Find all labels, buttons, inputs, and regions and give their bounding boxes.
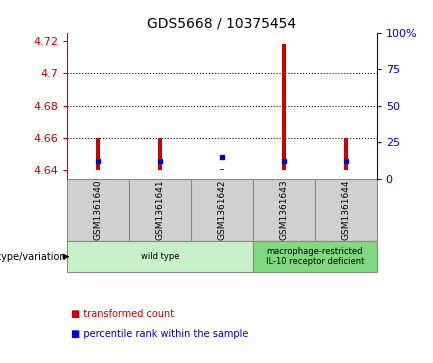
- Bar: [191, 179, 253, 241]
- Text: genotype/variation: genotype/variation: [0, 252, 66, 262]
- Text: GSM1361640: GSM1361640: [94, 179, 103, 240]
- Bar: [158, 138, 162, 170]
- Text: ■ percentile rank within the sample: ■ percentile rank within the sample: [71, 329, 249, 339]
- Bar: [253, 179, 315, 241]
- Bar: [96, 138, 100, 170]
- Text: GSM1361643: GSM1361643: [279, 179, 288, 240]
- Text: GSM1361641: GSM1361641: [155, 179, 165, 240]
- Bar: [281, 44, 286, 170]
- Text: macrophage-restricted
IL-10 receptor deficient: macrophage-restricted IL-10 receptor def…: [265, 247, 364, 266]
- Bar: [67, 179, 129, 241]
- Bar: [220, 169, 224, 170]
- Bar: [315, 179, 377, 241]
- Bar: [343, 138, 348, 170]
- Bar: [129, 179, 191, 241]
- Text: wild type: wild type: [141, 252, 179, 261]
- Text: GSM1361642: GSM1361642: [217, 179, 226, 240]
- Title: GDS5668 / 10375454: GDS5668 / 10375454: [147, 16, 297, 30]
- Text: GSM1361644: GSM1361644: [341, 179, 350, 240]
- Bar: [67, 241, 253, 272]
- Text: ■ transformed count: ■ transformed count: [71, 309, 174, 319]
- Bar: [253, 241, 377, 272]
